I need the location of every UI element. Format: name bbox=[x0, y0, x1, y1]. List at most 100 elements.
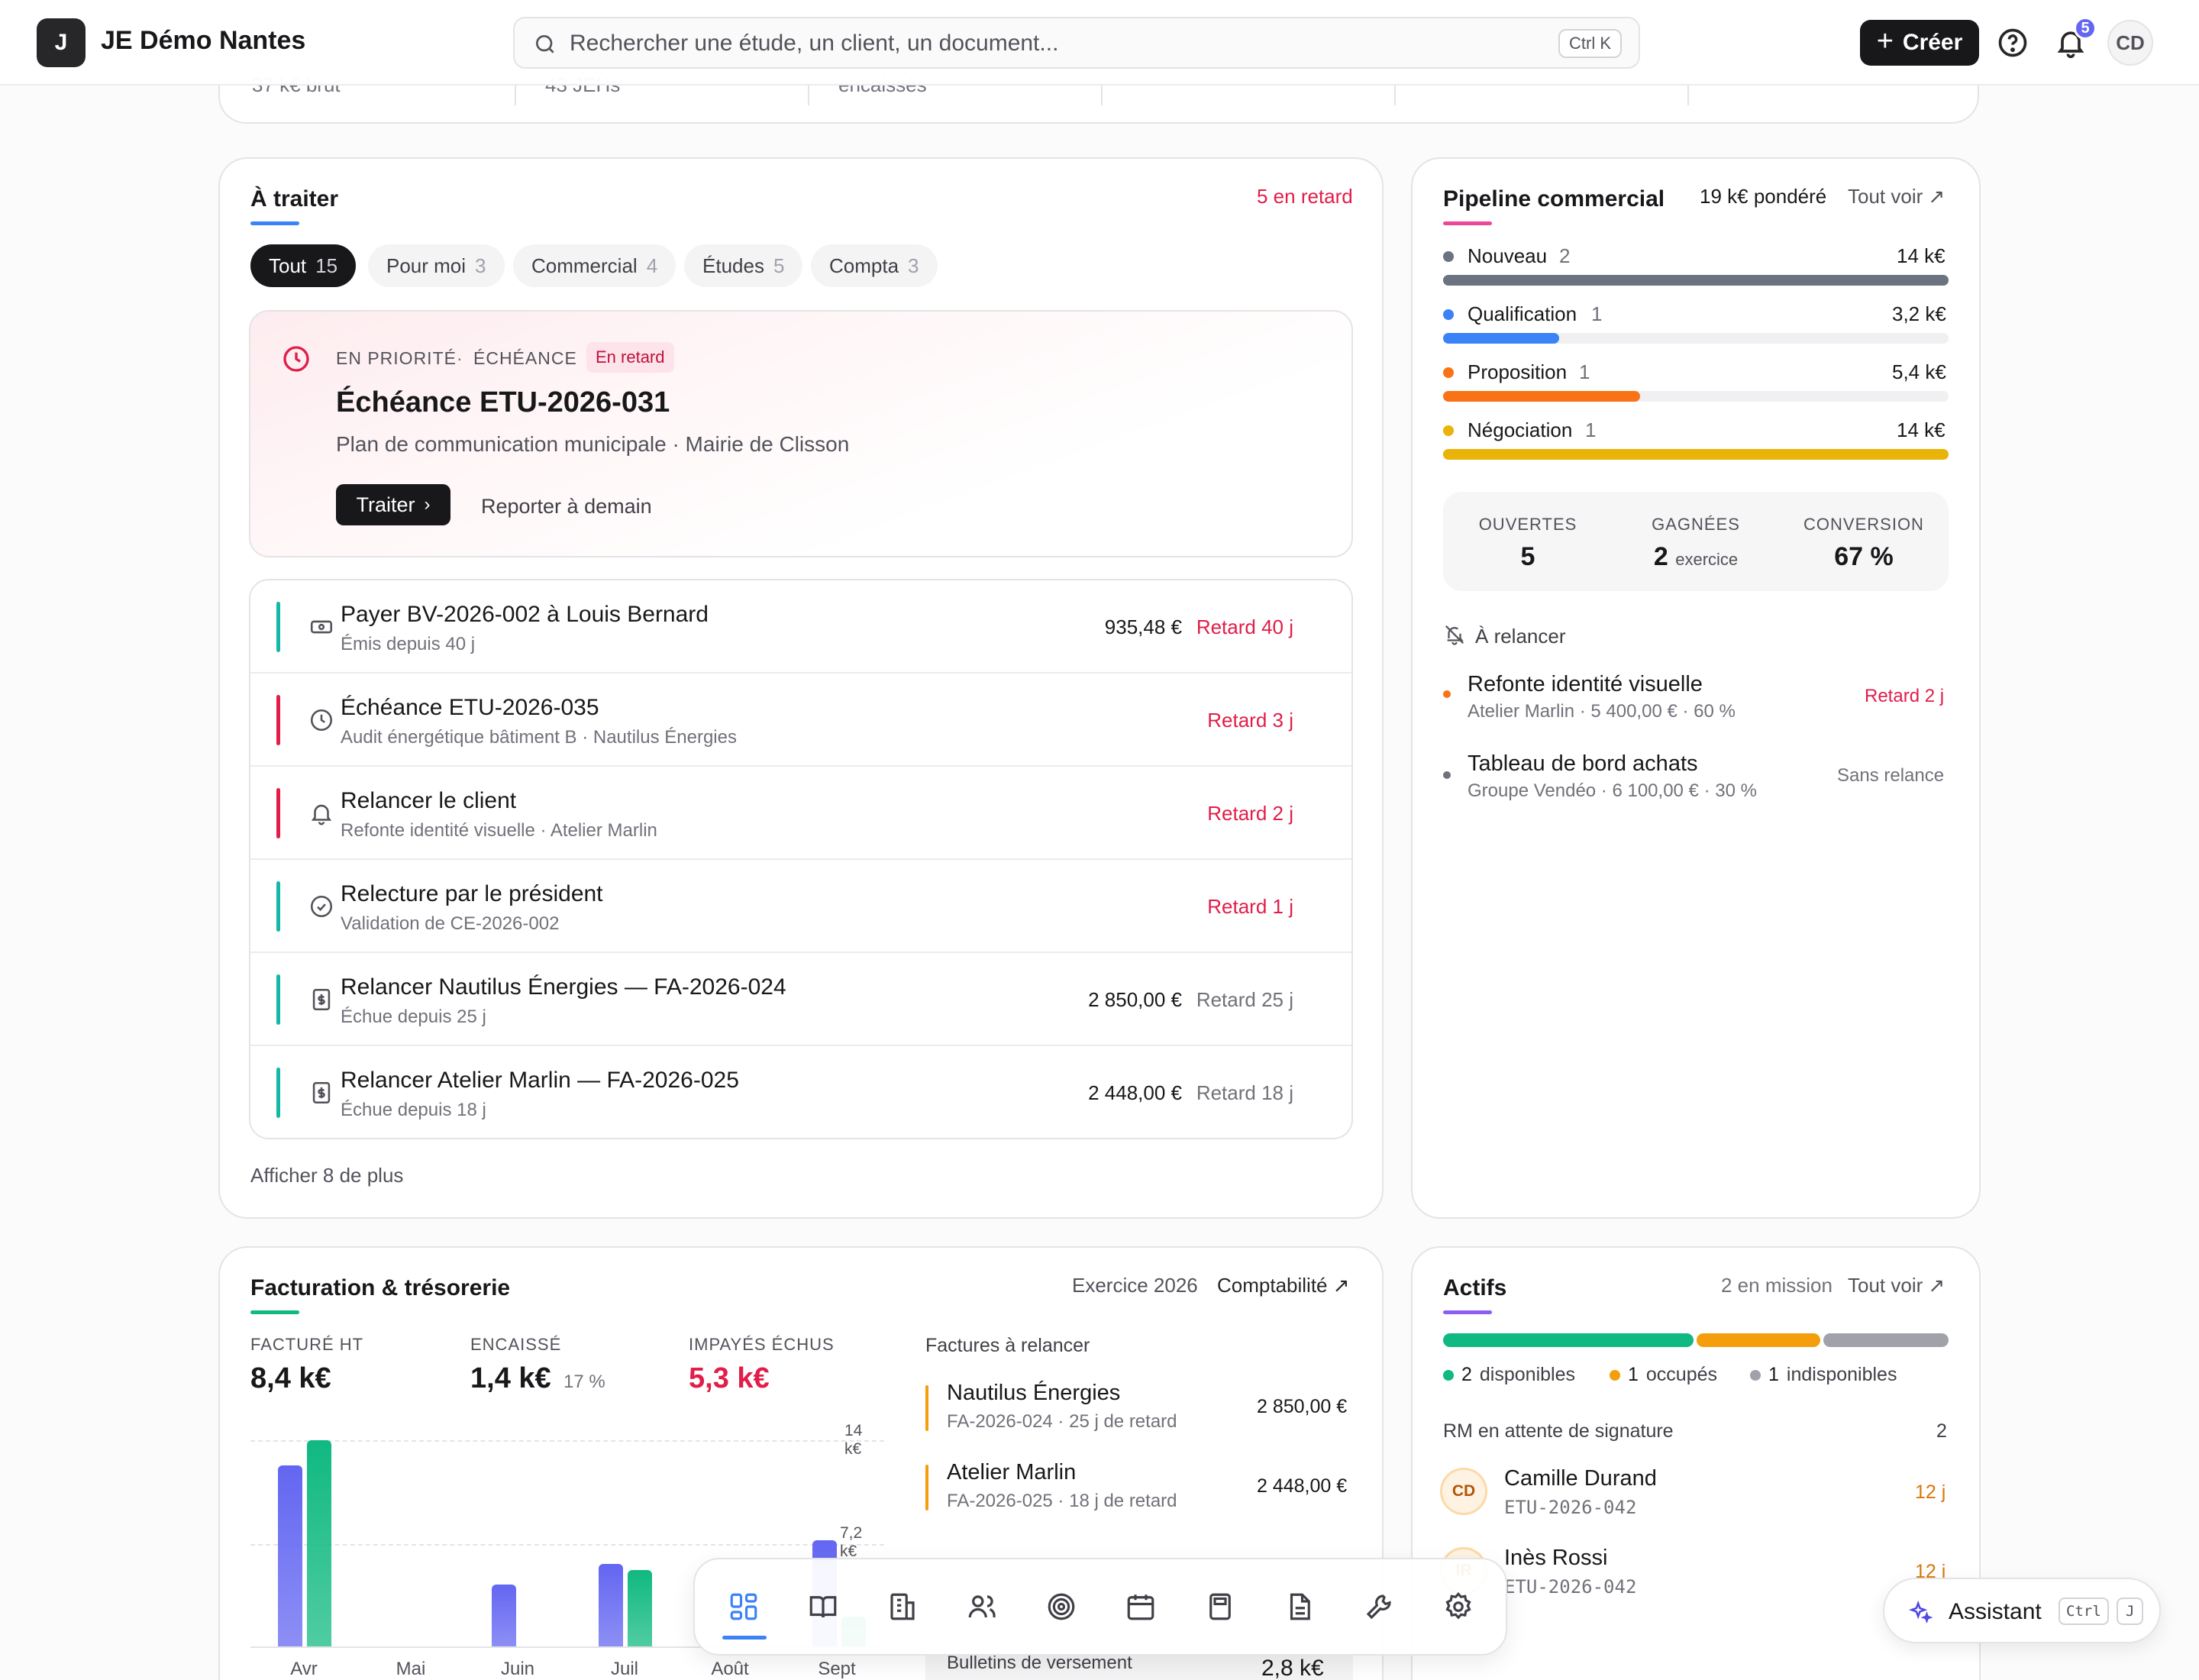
divider bbox=[1394, 86, 1396, 105]
stat-suffix: exercice bbox=[1675, 550, 1739, 569]
nav-companies[interactable] bbox=[881, 1585, 924, 1628]
gridline bbox=[250, 1440, 884, 1442]
stage-count: 1 bbox=[1585, 418, 1597, 441]
reminder-sub: FA-2026-025 · 18 j de retard bbox=[947, 1491, 1177, 1511]
bell-icon[interactable] bbox=[2054, 26, 2088, 60]
postpone-link[interactable]: Reporter à demain bbox=[481, 495, 652, 518]
nav-calendar[interactable] bbox=[1119, 1585, 1162, 1628]
late-count[interactable]: 5 en retard bbox=[1257, 185, 1353, 208]
legend-count: 1 bbox=[1628, 1364, 1639, 1385]
divider bbox=[1687, 86, 1689, 105]
filter-chip-etudes[interactable]: Études 5 bbox=[684, 244, 803, 287]
priority-title: Échéance ETU-2026-031 bbox=[336, 386, 670, 418]
person-name: Inès Rossi bbox=[1504, 1546, 1608, 1570]
task-row[interactable]: Relancer le client Refonte identité visu… bbox=[250, 767, 1351, 860]
chip-label: Compta bbox=[829, 254, 899, 277]
legend-count: 1 bbox=[1768, 1364, 1779, 1385]
user-avatar[interactable]: CD bbox=[2107, 20, 2153, 66]
nav-book[interactable] bbox=[802, 1585, 844, 1628]
stage-track bbox=[1443, 333, 1949, 344]
create-button[interactable]: + Créer bbox=[1860, 20, 1979, 66]
task-list: Payer BV-2026-002 à Louis Bernard Émis d… bbox=[249, 579, 1353, 1139]
chart-bar bbox=[278, 1465, 302, 1646]
plus-icon: + bbox=[1876, 25, 1894, 57]
chip-count: 4 bbox=[646, 254, 658, 277]
stage-dot bbox=[1443, 251, 1454, 262]
title-underline bbox=[250, 1310, 299, 1314]
task-title: Relecture par le président bbox=[341, 881, 603, 906]
pipeline-see-all[interactable]: Tout voir ↗ bbox=[1848, 185, 1946, 208]
assistant-button[interactable]: Assistant Ctrl J bbox=[1883, 1578, 2161, 1643]
month-label: Avr bbox=[290, 1659, 318, 1679]
org-name[interactable]: JE Démo Nantes bbox=[101, 26, 306, 55]
task-late: Retard 2 j bbox=[1207, 802, 1293, 825]
task-late: Retard 25 j bbox=[1196, 988, 1293, 1011]
process-button[interactable]: Traiter › bbox=[336, 484, 450, 525]
active-indicator bbox=[722, 1636, 767, 1640]
search-shortcut: Ctrl K bbox=[1558, 29, 1622, 58]
nav-settings[interactable] bbox=[1437, 1585, 1480, 1628]
title-underline bbox=[1443, 221, 1492, 225]
nav-targets[interactable] bbox=[1040, 1585, 1083, 1628]
tag-separator: · bbox=[457, 348, 463, 368]
person-name: Camille Durand bbox=[1504, 1466, 1657, 1491]
priority-tag: EN PRIORITÉ bbox=[336, 348, 457, 368]
building-icon bbox=[890, 1593, 915, 1620]
nav-people[interactable] bbox=[961, 1585, 1003, 1628]
task-row[interactable]: Échéance ETU-2026-035 Audit énergétique … bbox=[250, 674, 1351, 767]
chip-label: Études bbox=[702, 254, 764, 277]
reminders-title: Factures à relancer bbox=[925, 1335, 1090, 1356]
stage-fill bbox=[1443, 333, 1560, 344]
tick-label: 7,2 k€ bbox=[840, 1524, 863, 1560]
task-subtitle: Échue depuis 25 j bbox=[341, 1006, 486, 1027]
stage-value: 14 k€ bbox=[1897, 244, 1946, 267]
stat-value-wrap: 2 exercice bbox=[1612, 542, 1780, 572]
search-icon bbox=[536, 35, 554, 53]
payslip-label: Bulletins de versement bbox=[947, 1653, 1132, 1673]
stat-value: 5 bbox=[1520, 542, 1535, 571]
nav-calculator[interactable] bbox=[1199, 1585, 1242, 1628]
title-underline bbox=[250, 221, 299, 225]
person-avatar: CD bbox=[1440, 1468, 1487, 1515]
nav-dashboard[interactable] bbox=[722, 1585, 765, 1628]
billing-period[interactable]: Exercice 2026 bbox=[1072, 1274, 1198, 1297]
stage-count: 1 bbox=[1579, 360, 1590, 383]
org-logo[interactable]: J bbox=[37, 18, 86, 67]
filter-chip-commercial[interactable]: Commercial 4 bbox=[513, 244, 676, 287]
chip-count: 5 bbox=[773, 254, 785, 277]
task-row[interactable]: Relecture par le président Validation de… bbox=[250, 860, 1351, 953]
nav-documents[interactable] bbox=[1278, 1585, 1321, 1628]
reminder-name: Atelier Marlin bbox=[947, 1460, 1077, 1485]
search-bar[interactable]: Ctrl K bbox=[513, 17, 1640, 69]
bell-icon bbox=[311, 804, 332, 825]
legend-label: indisponibles bbox=[1786, 1364, 1897, 1385]
segment-busy bbox=[1697, 1333, 1820, 1347]
task-row[interactable]: Relancer Atelier Marlin — FA-2026-025 Éc… bbox=[250, 1046, 1351, 1138]
task-accent bbox=[276, 788, 280, 838]
search-input[interactable] bbox=[570, 27, 1471, 60]
stage-track bbox=[1443, 275, 1949, 286]
weighted-total: 19 k€ pondéré bbox=[1700, 185, 1827, 208]
reminder-amount: 2 448,00 € bbox=[1257, 1475, 1348, 1497]
priority-task[interactable]: EN PRIORITÉ · ÉCHÉANCE En retard Échéanc… bbox=[249, 310, 1353, 557]
filter-chip-compta[interactable]: Compta 3 bbox=[811, 244, 938, 287]
filter-chip-tout[interactable]: Tout 15 bbox=[250, 244, 357, 287]
task-row[interactable]: Relancer Nautilus Énergies — FA-2026-024… bbox=[250, 953, 1351, 1046]
assets-see-all[interactable]: Tout voir ↗ bbox=[1848, 1274, 1946, 1297]
help-icon[interactable] bbox=[1996, 26, 2029, 60]
task-amount: 2 448,00 € bbox=[1088, 1081, 1182, 1104]
nav-tools[interactable] bbox=[1358, 1585, 1400, 1628]
reminder-name: Nautilus Énergies bbox=[947, 1381, 1121, 1405]
month-label: Juil bbox=[610, 1659, 638, 1679]
assets-title: Actifs bbox=[1443, 1275, 1507, 1300]
show-more-link[interactable]: Afficher 8 de plus bbox=[250, 1164, 404, 1187]
task-row[interactable]: Payer BV-2026-002 à Louis Bernard Émis d… bbox=[250, 580, 1351, 674]
followup-sub: Atelier Marlin · 5 400,00 € · 60 % bbox=[1468, 701, 1736, 722]
invoice-icon bbox=[312, 1081, 331, 1104]
stat-value: 67 % bbox=[1834, 542, 1894, 571]
task-late: Retard 1 j bbox=[1207, 895, 1293, 918]
filter-chip-pour-moi[interactable]: Pour moi 3 bbox=[368, 244, 505, 287]
accounting-link[interactable]: Comptabilité ↗ bbox=[1217, 1274, 1350, 1297]
stage-dot bbox=[1443, 425, 1454, 436]
chip-count: 3 bbox=[475, 254, 486, 277]
